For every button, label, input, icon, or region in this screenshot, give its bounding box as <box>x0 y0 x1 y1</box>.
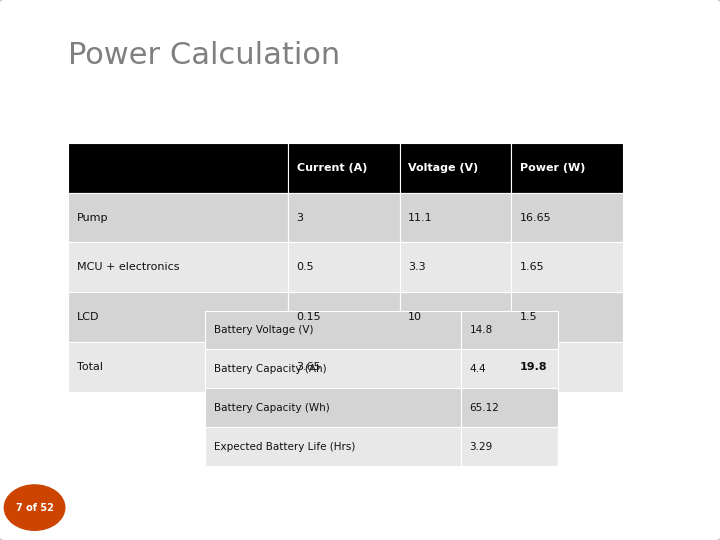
Bar <box>461 427 558 466</box>
Text: MCU + electronics: MCU + electronics <box>77 262 179 272</box>
Bar <box>68 342 288 392</box>
Bar <box>511 143 623 193</box>
Bar <box>68 292 288 342</box>
Bar <box>461 310 558 349</box>
Bar <box>511 242 623 292</box>
Text: Power Calculation: Power Calculation <box>68 40 341 70</box>
Bar <box>68 143 288 193</box>
Text: 16.65: 16.65 <box>520 213 552 222</box>
Text: 0.15: 0.15 <box>297 312 321 322</box>
Bar <box>461 349 558 388</box>
Text: Current (A): Current (A) <box>297 163 367 173</box>
Text: Voltage (V): Voltage (V) <box>408 163 479 173</box>
Text: 19.8: 19.8 <box>520 362 547 372</box>
Bar <box>400 242 511 292</box>
Bar <box>205 310 461 349</box>
Text: Power (W): Power (W) <box>520 163 585 173</box>
Circle shape <box>4 485 65 530</box>
Bar <box>205 349 461 388</box>
Text: 14.8: 14.8 <box>469 325 492 335</box>
Bar <box>400 342 511 392</box>
Text: 7 of 52: 7 of 52 <box>16 503 53 512</box>
Text: 11.1: 11.1 <box>408 213 433 222</box>
Text: 4.4: 4.4 <box>469 364 486 374</box>
Text: Battery Capacity (Ah): Battery Capacity (Ah) <box>214 364 326 374</box>
Bar <box>511 193 623 242</box>
Text: LCD: LCD <box>77 312 99 322</box>
Text: 65.12: 65.12 <box>469 403 499 413</box>
Bar <box>400 292 511 342</box>
Bar <box>205 427 461 466</box>
Bar <box>68 193 288 242</box>
Text: 0.5: 0.5 <box>297 262 314 272</box>
Bar <box>461 388 558 427</box>
Bar <box>68 242 288 292</box>
Bar <box>288 193 400 242</box>
Text: Pump: Pump <box>77 213 109 222</box>
Text: 3.29: 3.29 <box>469 442 492 451</box>
Text: Battery Capacity (Wh): Battery Capacity (Wh) <box>214 403 330 413</box>
Text: 1.65: 1.65 <box>520 262 544 272</box>
Bar <box>288 342 400 392</box>
Text: 3: 3 <box>297 213 304 222</box>
Bar <box>400 143 511 193</box>
Bar <box>511 342 623 392</box>
Bar <box>400 193 511 242</box>
Bar <box>205 388 461 427</box>
Text: Total: Total <box>77 362 103 372</box>
Text: 1.5: 1.5 <box>520 312 537 322</box>
Text: Expected Battery Life (Hrs): Expected Battery Life (Hrs) <box>214 442 355 451</box>
Bar <box>288 292 400 342</box>
Text: 3.65: 3.65 <box>297 362 321 372</box>
Text: Battery Voltage (V): Battery Voltage (V) <box>214 325 313 335</box>
Bar <box>288 143 400 193</box>
Bar <box>288 242 400 292</box>
Text: 3.3: 3.3 <box>408 262 426 272</box>
Text: 10: 10 <box>408 312 422 322</box>
Bar <box>511 292 623 342</box>
